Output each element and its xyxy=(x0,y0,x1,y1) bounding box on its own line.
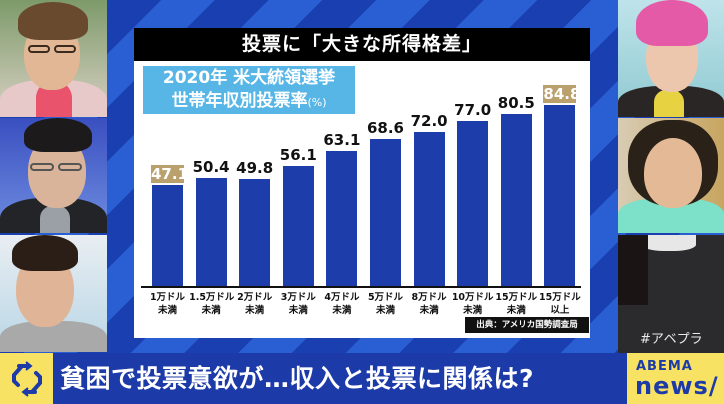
category-amount: 2万ドル xyxy=(237,292,273,303)
bar-value-label: 50.4 xyxy=(192,158,230,177)
bar-value-label: 68.6 xyxy=(366,119,404,138)
bar xyxy=(370,139,401,286)
bar xyxy=(239,179,271,286)
logo-news-text: news/ xyxy=(635,372,719,400)
category-label: 15万ドル未満 xyxy=(494,291,538,317)
panelist-video-right-2 xyxy=(618,118,724,233)
category-amount: 1.5万ドル xyxy=(189,292,235,303)
ticker-icon-box xyxy=(0,353,53,404)
category-amount: 10万ドル xyxy=(451,292,494,303)
category-qualifier: 未満 xyxy=(245,305,265,316)
category-amount: 5万ドル xyxy=(367,292,404,303)
category-label: 3万ドル未満 xyxy=(276,291,320,317)
category-qualifier: 未満 xyxy=(463,305,483,316)
bar-value-label: 63.1 xyxy=(323,130,361,149)
bar-value-label: 84.8 xyxy=(543,84,581,103)
category-qualifier: 未満 xyxy=(288,305,308,316)
source-credit: 出典：アメリカ国勢調査局 xyxy=(465,317,589,333)
unit-label: (%) xyxy=(307,96,327,109)
abema-news-logo: ABEMA news/ xyxy=(627,353,724,404)
x-axis-line xyxy=(141,286,581,288)
bar-chart: 47.1 1万ドル 未満 50.4 1.5万ドル 未満 49.8 2万ドル 未満 56.1 3万ドル… xyxy=(134,28,590,338)
category-qualifier: 未満 xyxy=(157,305,177,316)
category-qualifier: 以上 xyxy=(550,305,570,316)
panelist-video-left-2 xyxy=(0,118,107,233)
logo-abema-text: ABEMA xyxy=(636,359,693,374)
bar xyxy=(282,165,314,286)
subtitle-line-2: 世帯年収別投票率(%) xyxy=(171,91,327,111)
bar-value-label: 47.1 xyxy=(151,165,189,184)
category-label: 8万ドル未満 xyxy=(407,291,451,317)
bar xyxy=(413,131,445,286)
bar-value-label: 56.1 xyxy=(279,145,317,164)
bar-value-label: 72.0 xyxy=(410,111,448,130)
category-qualifier: 未満 xyxy=(419,305,439,316)
bar xyxy=(500,113,532,286)
bar-value-label: 49.8 xyxy=(236,159,274,178)
category-label: 2万ドル未満 xyxy=(233,291,277,317)
category-label: 5万ドル未満 xyxy=(364,291,408,317)
category-amount: 3万ドル xyxy=(280,292,316,303)
panelist-video-left-3 xyxy=(0,235,107,352)
bar xyxy=(195,178,227,286)
bar xyxy=(326,150,358,286)
news-ticker: 貧困で投票意欲が…収入と投票に関係は? ABEMA news/ xyxy=(0,353,724,404)
category-qualifier: 未満 xyxy=(332,305,352,316)
chart-panel: 投票に「大きな所得格差」 2020年 米大統領選挙 世帯年収別投票率(%) 47… xyxy=(134,28,590,338)
panelist-video-left-1 xyxy=(0,0,107,117)
bar xyxy=(152,185,183,286)
panelist-video-right-3 xyxy=(618,235,724,353)
bar xyxy=(544,104,576,286)
bar-value-label: 80.5 xyxy=(497,93,535,112)
category-qualifier: 未満 xyxy=(201,305,221,316)
ticker-headline: 貧困で投票意欲が…収入と投票に関係は? xyxy=(60,364,535,393)
category-label: 1.5万ドル 未満 xyxy=(189,291,235,317)
category-label: 4万ドル未満 xyxy=(320,291,364,317)
bar-value-label: 77.0 xyxy=(454,101,492,120)
category-amount: 15万ドル xyxy=(495,292,538,303)
chart-subtitle: 2020年 米大統領選挙 世帯年収別投票率(%) xyxy=(143,66,355,114)
category-qualifier: 未満 xyxy=(506,305,526,316)
category-amount: 1万ドル xyxy=(149,292,186,303)
category-label: 10万ドル未満 xyxy=(451,291,495,317)
panelist-video-right-1 xyxy=(618,0,724,117)
category-amount: 4万ドル xyxy=(324,292,360,303)
refresh-arrows-icon xyxy=(12,361,42,397)
category-label: 1万ドル未満 xyxy=(146,291,190,317)
bar xyxy=(457,121,489,286)
hashtag-label: #アベプラ xyxy=(640,332,703,347)
category-label: 15万ドル以上 xyxy=(538,291,582,317)
category-amount: 15万ドル xyxy=(539,292,581,303)
category-qualifier: 未満 xyxy=(375,305,395,316)
chart-title: 投票に「大きな所得格差」 xyxy=(134,28,590,61)
subtitle-line-1: 2020年 米大統領選挙 xyxy=(162,68,336,88)
category-amount: 8万ドル xyxy=(411,292,447,303)
